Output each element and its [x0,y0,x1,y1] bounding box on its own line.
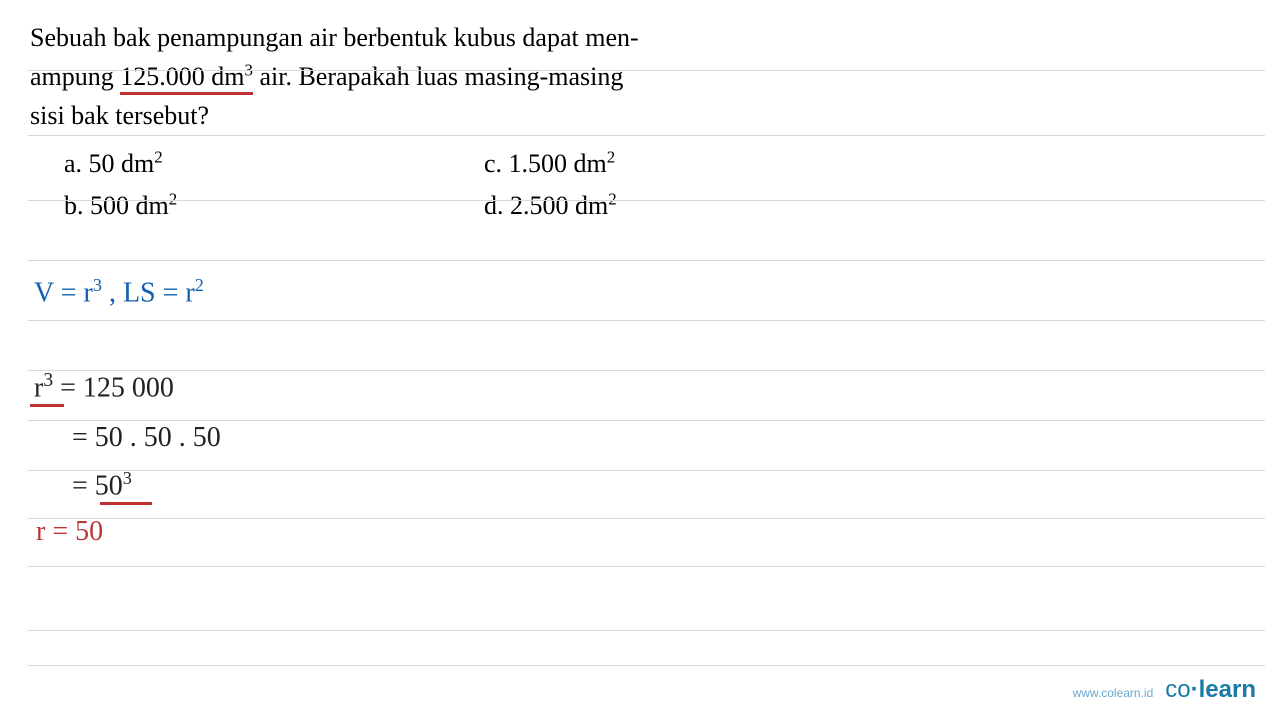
rule-line [28,665,1265,666]
footer-logo: co·learn [1165,676,1256,704]
rule-line [28,200,1265,201]
hw-formula: V = r3 , LS = r2 [34,275,204,309]
ruled-paper [0,70,1280,720]
rule-line [28,518,1265,519]
hw-eq2: = 50 . 50 . 50 [72,422,221,454]
hw-eq3: = 503 [72,468,132,502]
rule-line [28,320,1265,321]
hw-result: r = 50 [36,516,103,548]
hw-r3-line: r3 = 125 000 [34,370,174,404]
rule-line [28,135,1265,136]
red-underline-50cubed [100,502,152,505]
rule-line [28,70,1265,71]
rule-line [28,630,1265,631]
footer: www.colearn.id co·learn [1073,676,1256,704]
rule-line [28,260,1265,261]
rule-line [28,420,1265,421]
q-line1: Sebuah bak penampungan air berbentuk kub… [30,23,639,52]
rule-line [28,566,1265,567]
rule-line [28,370,1265,371]
rule-line [28,470,1265,471]
footer-url: www.colearn.id [1073,686,1154,700]
red-underline-r3 [30,404,64,407]
